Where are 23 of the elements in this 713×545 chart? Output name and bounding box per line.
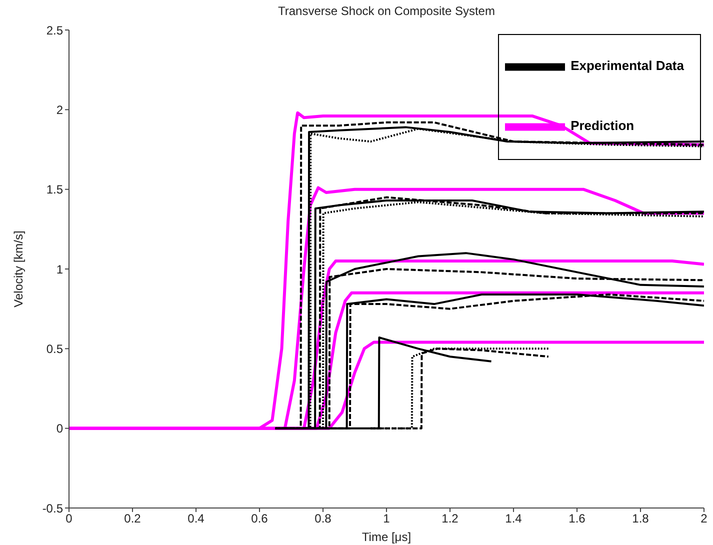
y-tick-label: -0.5 (42, 501, 64, 516)
chart-title: Transverse Shock on Composite System (277, 4, 496, 18)
x-tick-label: 0 (66, 512, 73, 526)
x-tick-label: 1.6 (568, 512, 586, 526)
y-axis-title: Velocity [km/s] (11, 230, 26, 308)
y-tick-label: 2 (56, 102, 64, 117)
legend-label: Prediction (570, 118, 634, 134)
legend-label: Experimental Data (570, 58, 684, 74)
y-tick-label: 0.5 (46, 342, 64, 356)
x-tick-label: 0.6 (251, 512, 268, 526)
x-tick-label: 2 (700, 512, 708, 526)
x-tick-label: 1 (383, 512, 390, 526)
y-tick-label: 2.5 (46, 23, 64, 38)
x-tick-label: 1.8 (632, 512, 650, 526)
x-tick-label: 0.2 (124, 512, 142, 526)
y-tick-label: 1 (56, 262, 64, 276)
x-tick-label: 0.8 (314, 512, 332, 526)
x-tick-label: 1.4 (505, 512, 522, 526)
x-axis-title: Time [μs] (362, 530, 412, 544)
y-tick-label: 0 (56, 422, 64, 436)
y-tick-label: 1.5 (46, 182, 64, 197)
x-tick-label: 0.4 (188, 512, 205, 526)
x-tick-label: 1.2 (442, 512, 459, 526)
